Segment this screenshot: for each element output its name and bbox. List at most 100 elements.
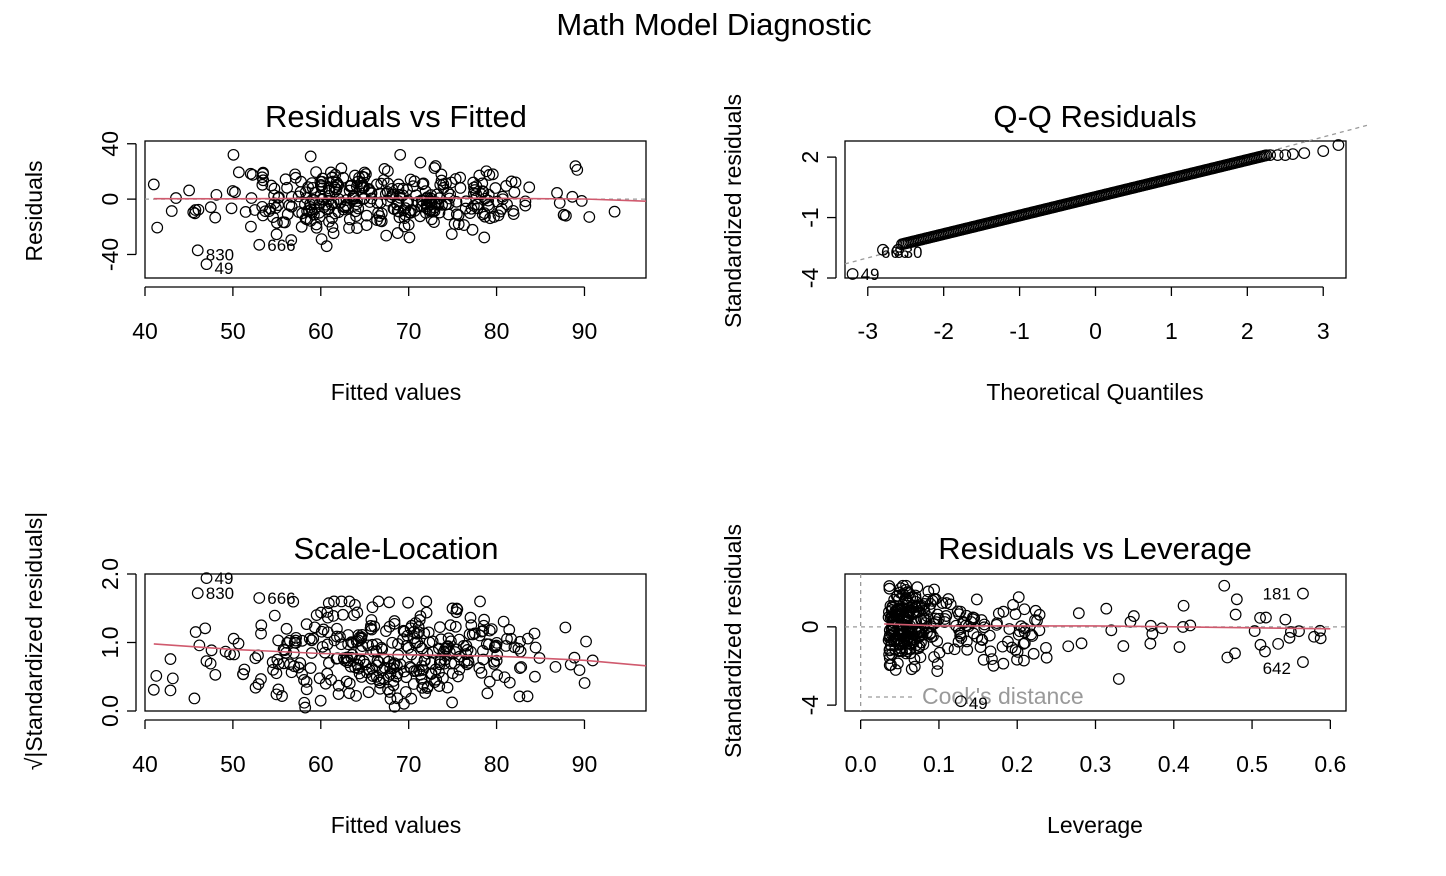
data-point [344, 179, 357, 192]
data-point [571, 163, 584, 176]
data-point [421, 647, 434, 660]
data-point [429, 160, 442, 172]
data-point [372, 206, 385, 219]
data-point [450, 606, 463, 619]
data-point [379, 188, 392, 200]
data-point [281, 637, 294, 649]
point-label: 830 [206, 245, 234, 264]
data-point [478, 613, 490, 626]
data-point [355, 177, 368, 190]
data-point [441, 640, 453, 653]
x-tick-label: 40 [132, 751, 158, 777]
data-point [478, 231, 491, 244]
data-point [893, 644, 906, 657]
data-point [1297, 587, 1309, 600]
data-point [522, 632, 534, 645]
data-point [944, 598, 957, 611]
data-point [271, 653, 284, 666]
x-tick-label: 60 [308, 318, 334, 344]
data-point [1229, 608, 1242, 621]
data-point [200, 572, 213, 585]
data-point [433, 621, 446, 634]
data-point [482, 638, 495, 651]
panel-title: Residuals vs Fitted [265, 99, 527, 134]
data-point [1075, 637, 1088, 650]
data-point [285, 666, 298, 679]
data-point [277, 643, 290, 656]
data-point [446, 696, 458, 709]
data-point [954, 695, 967, 708]
data-point [321, 667, 334, 680]
y-axis-label: Standardized residuals [720, 524, 746, 758]
data-point [449, 173, 462, 185]
data-point [460, 195, 472, 208]
data-point [446, 602, 459, 615]
data-point [890, 590, 903, 603]
x-tick-label: 70 [396, 751, 422, 777]
data-point [292, 190, 305, 203]
data-point [450, 208, 463, 221]
data-point [209, 668, 222, 681]
point-label: 666 [267, 236, 295, 255]
data-point [904, 627, 917, 640]
data-point [188, 692, 201, 705]
data-point [310, 218, 323, 231]
data-point [393, 189, 406, 201]
data-point [974, 641, 987, 653]
data-point [551, 187, 563, 199]
data-point [252, 649, 264, 662]
data-point [902, 609, 915, 622]
data-point [287, 595, 300, 608]
data-point [529, 670, 541, 683]
data-point [313, 206, 326, 219]
data-point [308, 621, 321, 634]
data-point [314, 175, 327, 188]
data-point [310, 221, 323, 234]
data-point [503, 623, 516, 636]
data-point [371, 214, 383, 227]
data-point [466, 223, 479, 236]
data-point [316, 172, 329, 185]
data-point [398, 220, 411, 233]
data-point [501, 632, 513, 645]
panel-residuals-vs-leverage: Residuals vs Leverage Leverage Standardi… [720, 524, 1347, 838]
data-point [296, 634, 309, 647]
x-tick-label: 90 [572, 318, 598, 344]
data-point [425, 213, 438, 226]
data-point [365, 614, 378, 626]
data-point [421, 680, 434, 693]
data-point [464, 611, 477, 624]
data-point [271, 216, 283, 229]
y-tick-label: 0.0 [97, 695, 123, 727]
data-point [884, 644, 896, 657]
data-point [484, 212, 496, 225]
data-point [380, 229, 393, 242]
data-point [1018, 622, 1031, 635]
data-point [330, 176, 343, 189]
data-point [392, 182, 405, 195]
data-point [900, 635, 913, 648]
data-point [256, 178, 269, 191]
data-point [1279, 613, 1292, 626]
data-point [1003, 623, 1016, 635]
data-point [928, 583, 941, 596]
data-point [283, 199, 296, 212]
x-tick-label: 0.4 [1158, 751, 1190, 777]
data-point [343, 677, 356, 690]
data-point [927, 630, 939, 643]
data-point [1012, 591, 1025, 604]
plot-frame [844, 573, 1347, 712]
data-point [316, 640, 329, 653]
y-tick-label: 0 [97, 193, 123, 206]
data-point [272, 191, 285, 204]
x-tick-label: 0 [1089, 318, 1102, 344]
data-point [931, 658, 944, 670]
data-point [327, 609, 340, 622]
data-point [1117, 640, 1130, 652]
x-tick-label: 80 [484, 318, 510, 344]
data-point [1297, 656, 1309, 668]
data-point [498, 671, 511, 684]
x-tick-label: 60 [308, 751, 334, 777]
data-point [272, 199, 285, 212]
data-point [300, 618, 313, 631]
